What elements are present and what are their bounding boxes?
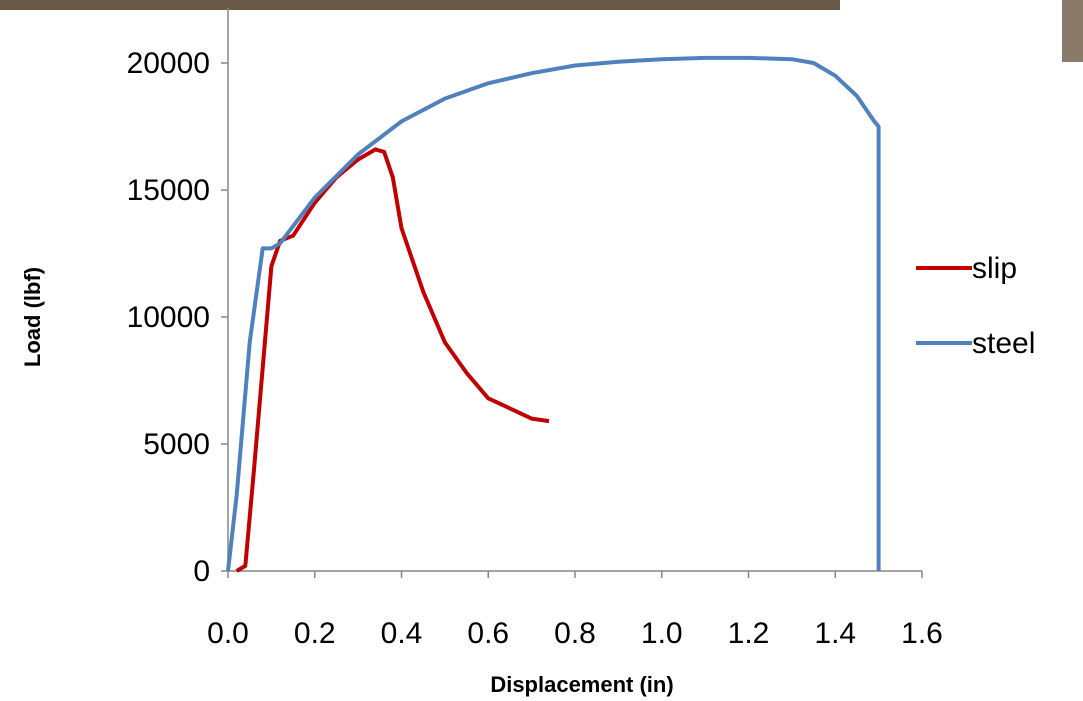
series-line [235, 147, 550, 573]
x-tick-label: 0.6 [467, 617, 509, 650]
x-tick-label: 0.4 [381, 617, 423, 650]
y-tick-label: 5000 [143, 428, 210, 461]
legend-label: steel [972, 327, 1035, 360]
x-tick-label: 1.4 [814, 617, 856, 650]
y-tick-label: 20000 [127, 47, 210, 80]
series-line [226, 55, 881, 572]
x-tick-label: 1.6 [901, 617, 943, 650]
x-tick-label: 0.0 [207, 617, 249, 650]
photo-strip [0, 0, 840, 10]
photo-strip [1062, 0, 1083, 62]
x-tick-label: 0.8 [554, 617, 596, 650]
y-axis-title: Load (lbf) [20, 267, 45, 367]
x-tick-label: 1.2 [728, 617, 770, 650]
y-tick-label: 0 [193, 555, 210, 588]
x-tick-label: 1.0 [641, 617, 683, 650]
x-tick-label: 0.2 [294, 617, 336, 650]
legend-label: slip [972, 252, 1017, 285]
y-tick-label: 10000 [127, 301, 210, 334]
y-tick-label: 15000 [127, 174, 210, 207]
x-axis-title: Displacement (in) [490, 672, 673, 697]
